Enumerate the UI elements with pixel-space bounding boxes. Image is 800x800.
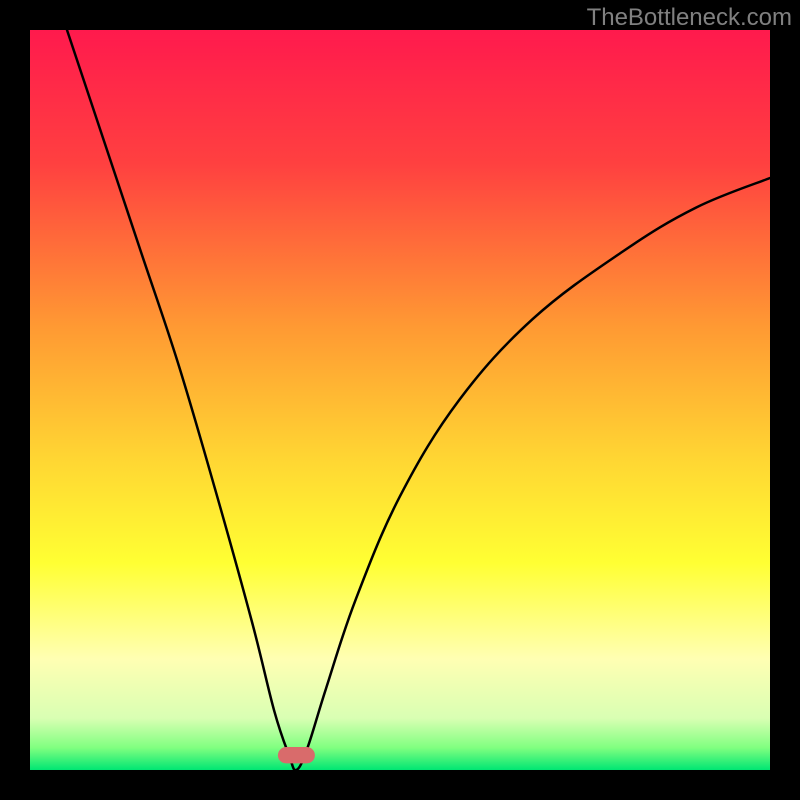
watermark-text: TheBottleneck.com — [587, 4, 792, 32]
minimum-marker — [278, 747, 315, 763]
plot-background — [30, 30, 770, 770]
bottleneck-chart — [0, 0, 800, 800]
chart-container: TheBottleneck.com — [0, 0, 800, 800]
